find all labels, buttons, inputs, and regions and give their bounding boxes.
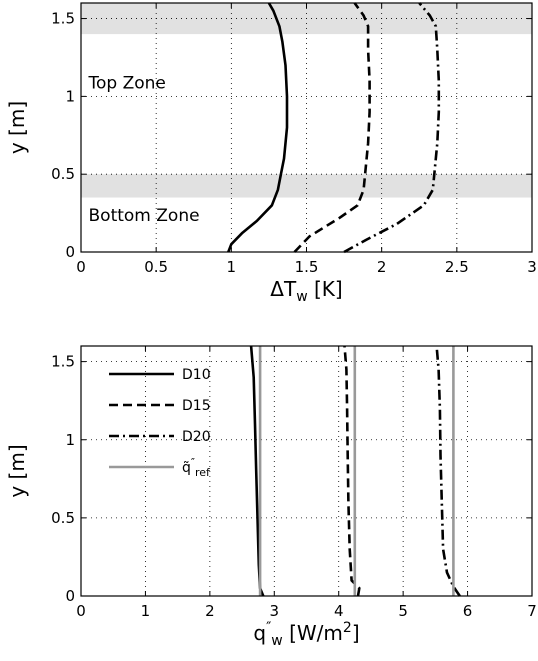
y-tick-label: 0 [65,243,75,261]
x-tick-label: 4 [334,602,344,620]
series-line-d15 [293,2,371,253]
y-tick-label: 1 [65,431,75,449]
zone-annotation-2: Bottom Zone [89,206,200,226]
x-tick-label: 7 [527,602,537,620]
x-tick-label: 0 [76,602,86,620]
shaded-band-1 [81,174,532,198]
x-tick-label: 5 [398,602,408,620]
x-axis-label: ΔTw [K] [270,277,342,305]
series-line-d20 [435,345,461,597]
x-tick-label: 2 [205,602,215,620]
x-tick-label: 1 [227,258,237,276]
x-tick-label: 1 [141,602,151,620]
x-tick-label: 1.5 [295,258,319,276]
x-tick-label: 2.5 [445,258,469,276]
y-axis-label: y [m] [5,101,29,154]
x-tick-label: 0 [76,258,86,276]
legend-label-2: D15 [182,398,211,414]
y-tick-label: 1.5 [51,10,75,28]
chart-panel-1: Top Zone Bottom Zone 0 0.5 1 1.5 2 2.5 3 0 0.5 1 1.5… [5,2,537,305]
x-tick-label: 3 [270,602,280,620]
y-tick-label: 0.5 [51,509,75,527]
legend-label-4: q̃″ref [182,456,211,479]
series-line-d20 [343,2,441,254]
x-axis-label: q″w [W/m2] [253,620,359,649]
y-tick-label: 1.5 [51,353,75,371]
y-tick-label: 0 [65,587,75,605]
series-line-d15 [343,345,361,597]
y-tick-label: 1 [65,87,75,105]
legend-label-1: D10 [182,367,211,383]
x-tick-label: 6 [463,602,473,620]
x-tick-label: 3 [527,258,537,276]
legend-label-3: D20 [182,429,211,445]
y-axis-label: y [m] [5,444,29,497]
plot-frame [80,345,533,597]
x-tick-label: 0.5 [144,258,168,276]
x-tick-label: 2 [377,258,387,276]
series-line-d10 [249,345,265,597]
y-tick-label: 0.5 [51,165,75,183]
zone-annotation-1: Top Zone [88,74,166,94]
series-line-d10 [227,2,289,253]
chart-panel-2: D10 D15 D20 q̃″ref 0 1 2 3 4 5 6 7 0 0.5 1 1.5 y [m] q″w … [5,345,537,649]
